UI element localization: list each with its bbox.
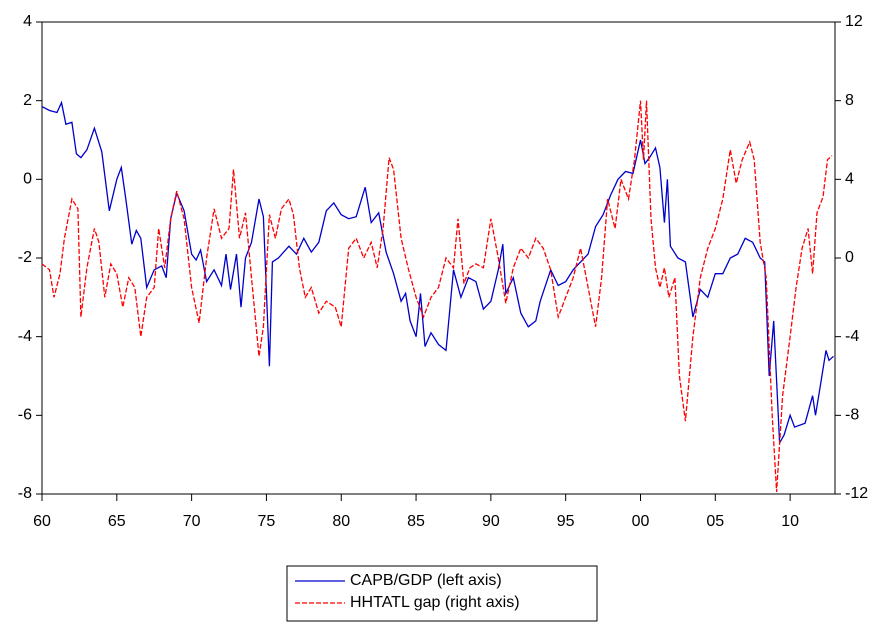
y-tick-label: 0 bbox=[23, 171, 32, 188]
x-tick-label: 80 bbox=[332, 513, 350, 530]
x-tick-label: 75 bbox=[258, 513, 276, 530]
x-tick-label: 70 bbox=[183, 513, 201, 530]
x-tick-label: 95 bbox=[557, 513, 575, 530]
y-tick-label: 4 bbox=[23, 13, 32, 30]
y2-tick-label: -4 bbox=[845, 328, 859, 345]
legend-label: CAPB/GDP (left axis) bbox=[350, 572, 502, 589]
legend-box bbox=[286, 565, 598, 622]
legend-label: HHTATL gap (right axis) bbox=[350, 594, 520, 611]
plot-frame bbox=[41, 21, 836, 495]
y2-tick-label: 4 bbox=[845, 171, 854, 188]
x-tick-label: 65 bbox=[108, 513, 126, 530]
x-tick-label: 05 bbox=[706, 513, 724, 530]
y2-tick-label: -8 bbox=[845, 407, 859, 424]
y-tick-label: -4 bbox=[18, 328, 32, 345]
y-tick-label: -2 bbox=[18, 249, 32, 266]
y-tick-label: -6 bbox=[18, 407, 32, 424]
x-tick-label: 10 bbox=[781, 513, 799, 530]
x-tick-label: 60 bbox=[33, 513, 51, 530]
y2-tick-label: 0 bbox=[845, 249, 854, 266]
y-tick-label: -8 bbox=[18, 485, 32, 502]
x-tick-label: 85 bbox=[407, 513, 425, 530]
y-tick-label: 2 bbox=[23, 92, 32, 109]
y2-tick-label: 8 bbox=[845, 92, 854, 109]
series-line bbox=[41, 100, 834, 446]
x-tick-label: 90 bbox=[482, 513, 500, 530]
series-line bbox=[41, 100, 833, 493]
y2-tick-label: -12 bbox=[845, 485, 868, 502]
x-tick-label: 00 bbox=[632, 513, 650, 530]
y2-tick-label: 12 bbox=[845, 13, 863, 30]
